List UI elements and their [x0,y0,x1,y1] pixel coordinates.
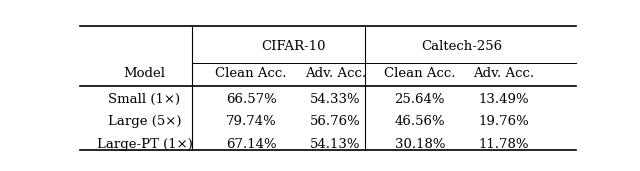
Text: 67.14%: 67.14% [226,138,276,151]
Text: 54.13%: 54.13% [310,138,361,151]
Text: Clean Acc.: Clean Acc. [216,67,287,80]
Text: Clean Acc.: Clean Acc. [384,67,456,80]
Text: Adv. Acc.: Adv. Acc. [305,67,366,80]
Text: 54.33%: 54.33% [310,93,361,106]
Text: 19.76%: 19.76% [479,115,529,128]
Text: Caltech-256: Caltech-256 [421,40,502,53]
Text: Large (5×): Large (5×) [108,115,181,128]
Text: 30.18%: 30.18% [394,138,445,151]
Text: 13.49%: 13.49% [479,93,529,106]
Text: 66.57%: 66.57% [226,93,276,106]
Text: Model: Model [124,67,166,80]
Text: 11.78%: 11.78% [479,138,529,151]
Text: CIFAR-10: CIFAR-10 [261,40,326,53]
Text: 25.64%: 25.64% [394,93,445,106]
Text: 46.56%: 46.56% [394,115,445,128]
Text: Large-PT (1×): Large-PT (1×) [97,138,193,151]
Text: 56.76%: 56.76% [310,115,361,128]
Text: 79.74%: 79.74% [226,115,276,128]
Text: Adv. Acc.: Adv. Acc. [474,67,534,80]
Text: Small (1×): Small (1×) [108,93,180,106]
